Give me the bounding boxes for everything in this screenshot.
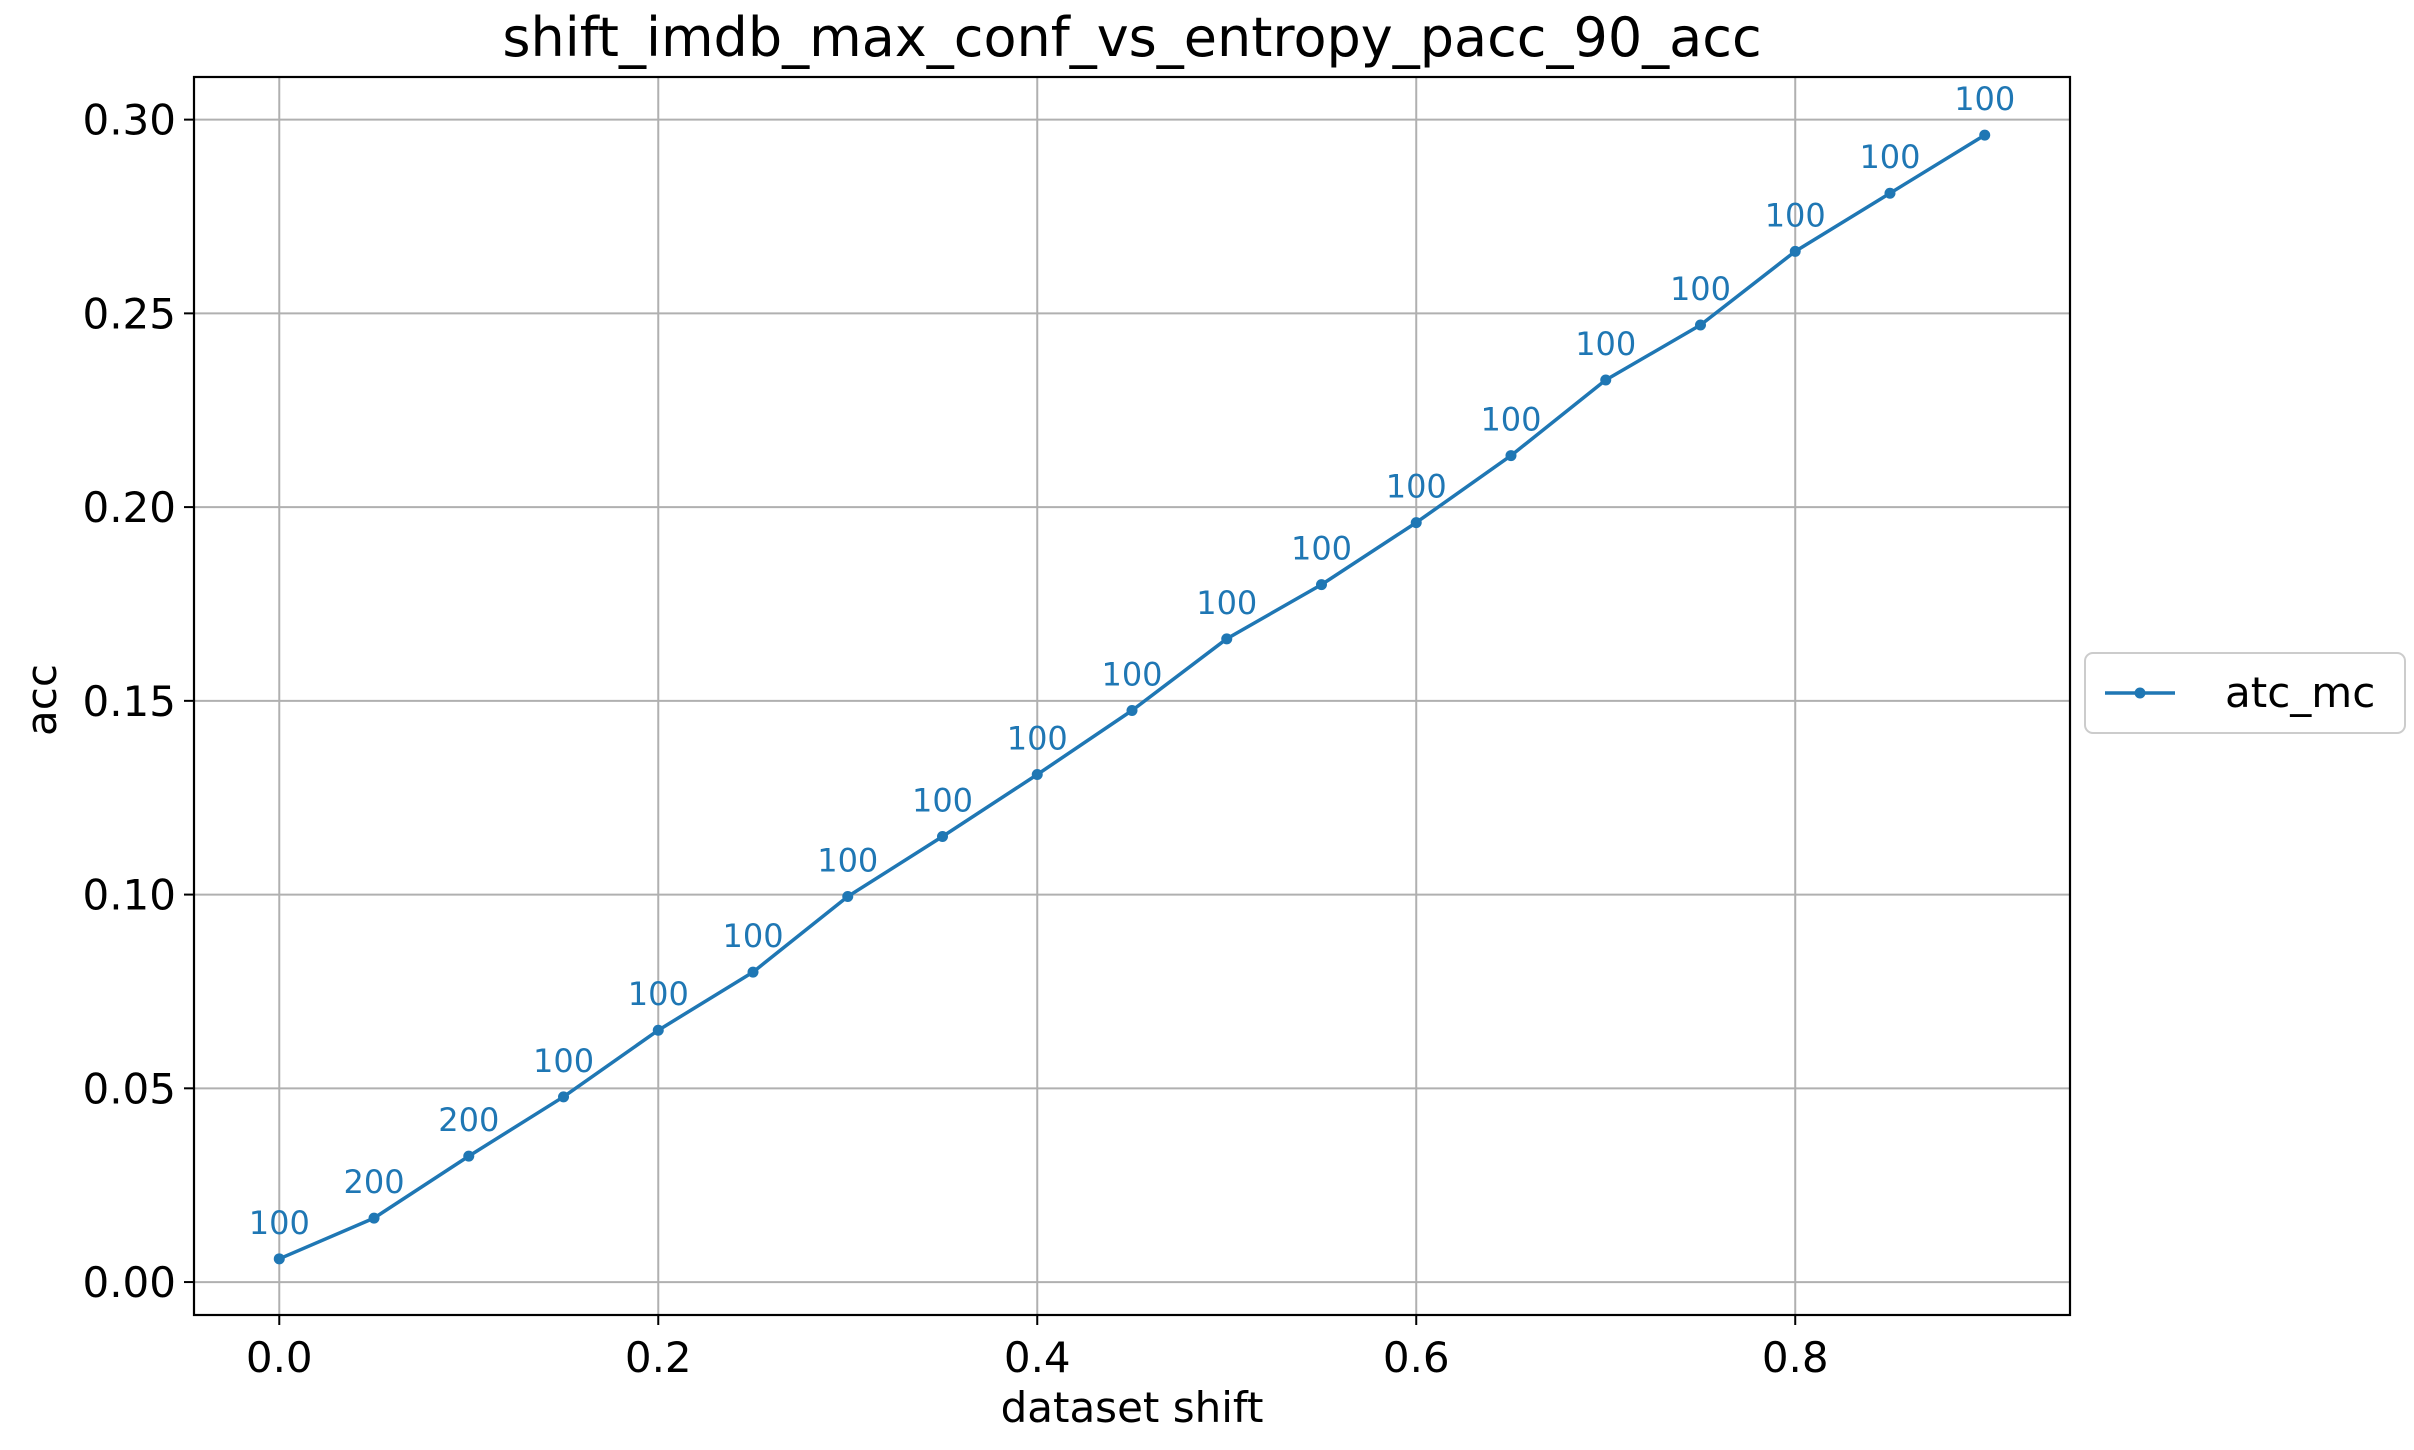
y-tick-label: 0.15	[82, 677, 176, 726]
data-point	[1694, 319, 1706, 331]
data-point	[1789, 245, 1801, 257]
x-axis-label: dataset shift	[1001, 1383, 1264, 1432]
data-point-label: 100	[1101, 656, 1162, 694]
data-point-label: 200	[343, 1163, 404, 1201]
y-tick-label: 0.00	[82, 1258, 176, 1307]
data-point	[368, 1212, 380, 1224]
plot-area-frame	[192, 75, 2072, 1317]
x-tick-label: 0.2	[625, 1333, 692, 1382]
x-tick-label: 0.0	[246, 1333, 313, 1382]
y-tick-label: 0.20	[82, 483, 176, 532]
data-point	[842, 891, 854, 903]
y-tick-label: 0.10	[82, 871, 176, 920]
data-point	[558, 1091, 570, 1103]
data-point	[1410, 517, 1422, 529]
legend-box	[2084, 652, 2406, 734]
data-point-label: 100	[628, 975, 689, 1013]
x-tick-label: 0.8	[1762, 1333, 1829, 1382]
data-point	[1505, 450, 1517, 462]
data-point	[1884, 187, 1896, 199]
y-tick-label: 0.05	[82, 1064, 176, 1113]
series-layer	[273, 129, 1991, 1265]
data-point-label: 100	[1007, 719, 1068, 757]
y-tick-label: 0.25	[82, 289, 176, 338]
data-labels: 100 200 200 100 100 100 100 100 100 100 100 100 100 1…	[249, 80, 2016, 1242]
data-point-label: 100	[1196, 584, 1257, 622]
data-point-label: 200	[438, 1101, 499, 1139]
data-point	[1315, 579, 1327, 591]
data-point	[463, 1150, 475, 1162]
data-point	[1600, 374, 1612, 386]
y-tick-label: 0.30	[82, 96, 176, 145]
chart-title: shift_imdb_max_conf_vs_entropy_pacc_90_a…	[502, 6, 1761, 69]
data-point-label: 100	[722, 917, 783, 955]
data-point	[937, 830, 949, 842]
data-point-label: 100	[1480, 401, 1541, 439]
data-point	[1031, 768, 1043, 780]
data-point-label: 100	[1954, 80, 2015, 118]
data-point-label: 100	[249, 1204, 310, 1242]
x-tick-label: 0.6	[1383, 1333, 1450, 1382]
data-point-label: 100	[817, 842, 878, 880]
y-axis-label: acc	[17, 664, 66, 736]
data-point-label: 100	[1670, 270, 1731, 308]
data-point-label: 100	[1575, 325, 1636, 363]
data-point	[273, 1253, 285, 1265]
data-point	[1979, 129, 1991, 141]
data-point-label: 100	[1859, 138, 1920, 176]
data-point	[1221, 633, 1233, 645]
legend: atc_mc	[2084, 652, 2406, 734]
x-axis-ticks: 0.0 0.2 0.4 0.6 0.8	[246, 1315, 1829, 1382]
data-point	[1126, 705, 1138, 717]
data-point	[652, 1024, 664, 1036]
y-axis-ticks: 0.00 0.05 0.10 0.15 0.20 0.25 0.30	[82, 96, 194, 1307]
data-point-label: 100	[1291, 530, 1352, 568]
legend-label-atc-mc: atc_mc	[2225, 668, 2375, 717]
x-tick-label: 0.4	[1004, 1333, 1071, 1382]
gridlines	[194, 77, 2070, 1315]
data-point-label: 100	[1765, 196, 1826, 234]
legend-marker-swatch	[2134, 687, 2146, 699]
data-point-label: 100	[533, 1042, 594, 1080]
data-point-label: 100	[912, 781, 973, 819]
data-point-label: 100	[1386, 468, 1447, 506]
data-point	[747, 966, 759, 978]
